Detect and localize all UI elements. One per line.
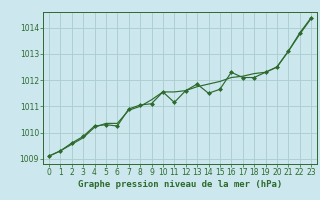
X-axis label: Graphe pression niveau de la mer (hPa): Graphe pression niveau de la mer (hPa) xyxy=(78,180,282,189)
